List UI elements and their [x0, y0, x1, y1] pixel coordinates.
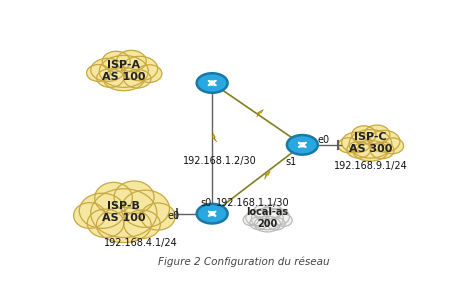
- Ellipse shape: [369, 130, 400, 152]
- Ellipse shape: [99, 55, 148, 87]
- Circle shape: [211, 213, 213, 215]
- Text: s0: s0: [201, 198, 212, 208]
- Ellipse shape: [114, 181, 154, 214]
- Ellipse shape: [353, 141, 388, 161]
- Text: ISP-A
AS 100: ISP-A AS 100: [102, 60, 145, 82]
- Ellipse shape: [97, 69, 124, 87]
- Polygon shape: [257, 110, 263, 117]
- Text: ISP-B
AS 100: ISP-B AS 100: [102, 201, 145, 223]
- Ellipse shape: [124, 69, 151, 88]
- Text: Figure 2 Configuration du réseau: Figure 2 Configuration du réseau: [158, 257, 329, 267]
- Ellipse shape: [136, 65, 162, 82]
- Circle shape: [197, 73, 228, 93]
- Circle shape: [301, 144, 304, 146]
- Ellipse shape: [253, 205, 272, 219]
- Ellipse shape: [246, 210, 268, 225]
- Circle shape: [287, 135, 318, 155]
- Ellipse shape: [91, 189, 157, 238]
- Ellipse shape: [243, 214, 258, 225]
- Ellipse shape: [364, 125, 390, 144]
- Text: 192.168.9.1/24: 192.168.9.1/24: [333, 161, 408, 171]
- Ellipse shape: [352, 126, 376, 144]
- Ellipse shape: [116, 50, 146, 72]
- Ellipse shape: [74, 203, 105, 228]
- Polygon shape: [265, 171, 270, 179]
- Ellipse shape: [338, 138, 359, 153]
- Polygon shape: [213, 134, 217, 142]
- Circle shape: [211, 82, 213, 84]
- Ellipse shape: [347, 142, 370, 158]
- Ellipse shape: [250, 217, 267, 230]
- Text: 192.168.1.2/30: 192.168.1.2/30: [182, 156, 256, 166]
- Ellipse shape: [254, 216, 281, 232]
- Ellipse shape: [263, 204, 282, 219]
- Text: 192.168.4.1/24: 192.168.4.1/24: [104, 238, 177, 248]
- Ellipse shape: [122, 190, 170, 227]
- Ellipse shape: [122, 56, 158, 81]
- Ellipse shape: [91, 58, 124, 82]
- Ellipse shape: [342, 132, 371, 153]
- Ellipse shape: [102, 51, 130, 72]
- Ellipse shape: [124, 210, 161, 238]
- Text: 192.168.1.1/30: 192.168.1.1/30: [216, 198, 289, 208]
- Ellipse shape: [381, 138, 404, 154]
- Ellipse shape: [370, 142, 394, 159]
- Text: local-as
200: local-as 200: [247, 208, 288, 229]
- Circle shape: [197, 204, 228, 224]
- Ellipse shape: [86, 65, 110, 82]
- Text: ISP-C
AS 300: ISP-C AS 300: [349, 132, 392, 154]
- Ellipse shape: [141, 203, 175, 230]
- Ellipse shape: [251, 208, 284, 230]
- Ellipse shape: [266, 208, 289, 225]
- Text: s1: s1: [286, 157, 297, 167]
- Ellipse shape: [95, 182, 133, 214]
- Ellipse shape: [96, 207, 151, 243]
- Ellipse shape: [276, 214, 292, 226]
- Text: e0: e0: [168, 211, 180, 221]
- Ellipse shape: [267, 217, 285, 230]
- Ellipse shape: [79, 193, 125, 228]
- Text: e0: e0: [317, 135, 329, 145]
- Ellipse shape: [104, 68, 144, 91]
- Ellipse shape: [87, 209, 124, 238]
- Ellipse shape: [349, 130, 392, 158]
